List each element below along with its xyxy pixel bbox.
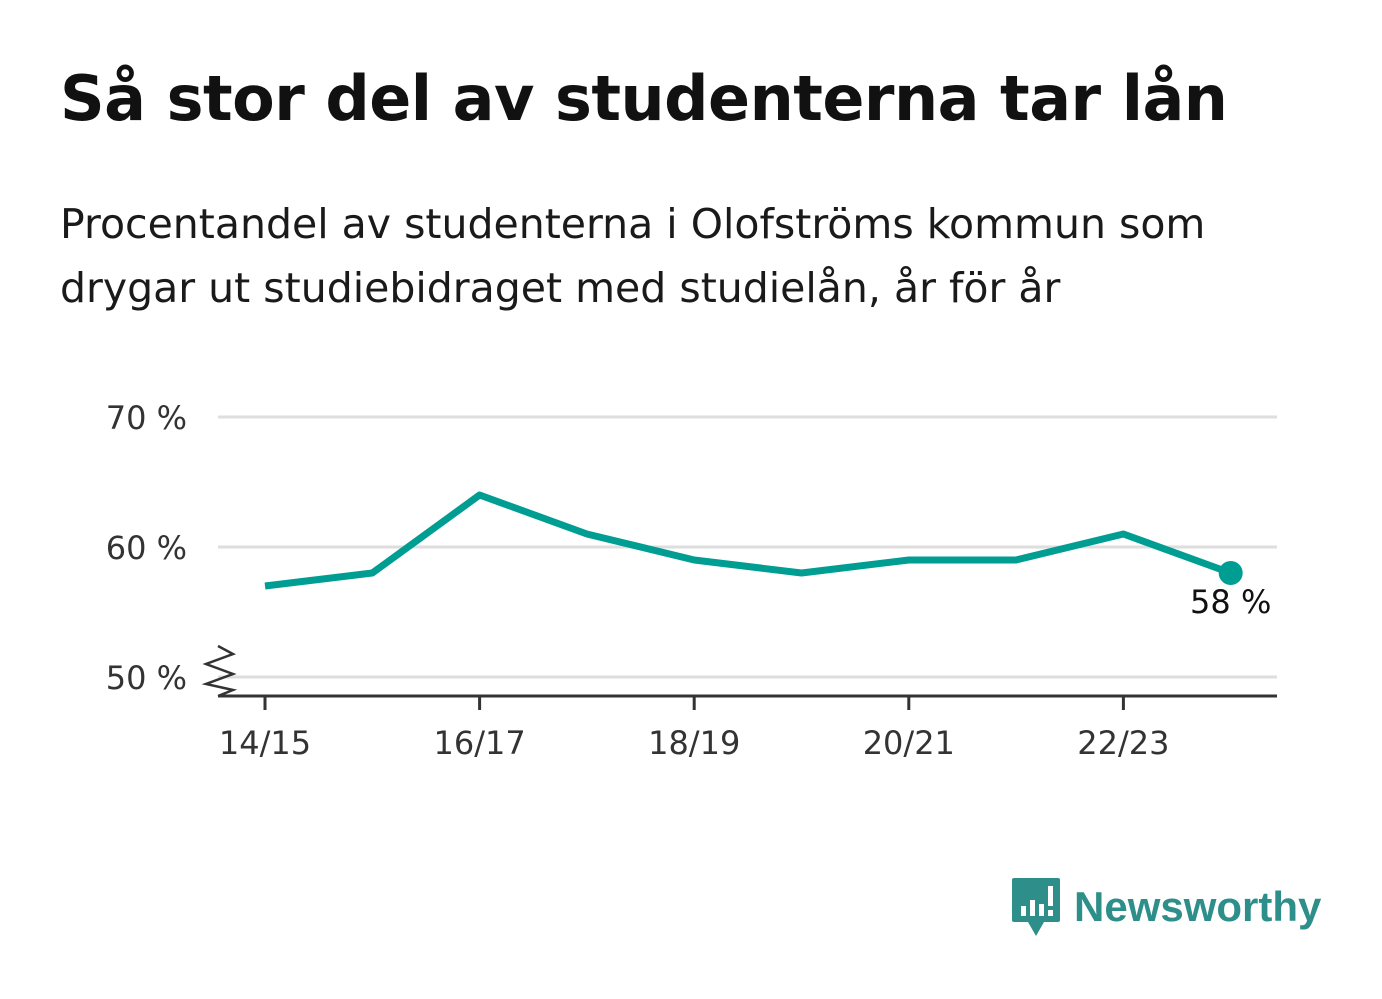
brand-logo: Newsworthy	[1010, 876, 1321, 938]
chart-title: Så stor del av studenterna tar lån	[60, 62, 1228, 135]
y-tick-label: 60 %	[106, 529, 187, 567]
chart-subtitle: Procentandel av studenterna i Olofströms…	[60, 200, 1206, 312]
x-axis	[201, 644, 1277, 698]
newsworthy-logo-icon	[1012, 878, 1060, 936]
end-value-label: 58 %	[1190, 583, 1271, 621]
x-tick-label: 16/17	[433, 724, 525, 762]
y-axis-ticks: 50 % 60 % 70 %	[106, 399, 187, 697]
axis-break-icon	[201, 644, 238, 698]
series-layer	[264, 491, 1243, 590]
brand-name: Newsworthy	[1074, 883, 1322, 930]
end-point-marker	[1218, 561, 1243, 585]
x-tick-label: 14/15	[219, 724, 311, 762]
x-tick-label: 18/19	[648, 724, 740, 762]
x-tick-label: 20/21	[863, 724, 955, 762]
x-axis-ticks: 14/15 16/17 18/19 20/21 22/23	[219, 696, 1170, 762]
y-tick-label: 70 %	[106, 399, 187, 437]
x-tick-label: 22/23	[1077, 724, 1169, 762]
y-tick-label: 50 %	[106, 659, 187, 697]
grid-lines	[218, 415, 1277, 679]
series-line	[264, 491, 1232, 590]
